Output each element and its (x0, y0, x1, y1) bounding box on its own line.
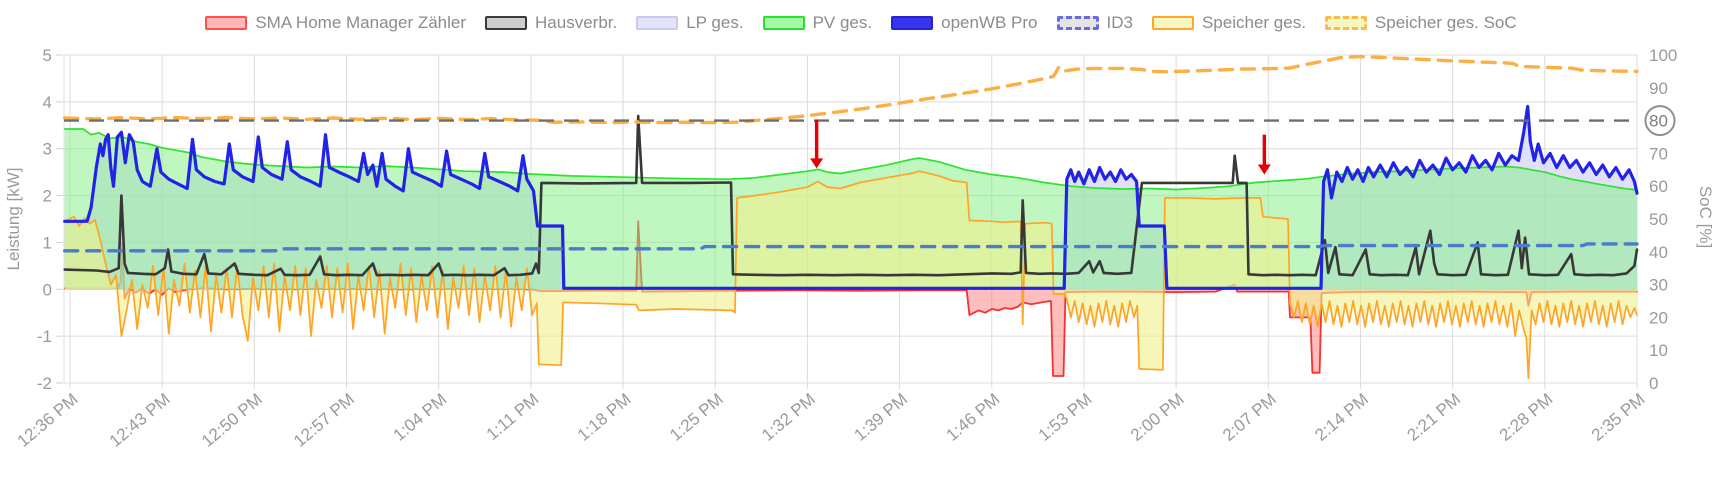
legend-swatch-icon (205, 16, 248, 30)
x-tick-label: 1:04 PM (390, 390, 451, 445)
right-tick-label: 50 (1649, 210, 1668, 229)
right-tick-label: 30 (1649, 276, 1668, 295)
left-tick-label: 4 (43, 93, 52, 112)
right-tick-label: 20 (1649, 308, 1668, 327)
legend-swatch-icon (762, 16, 805, 30)
legend-swatch-icon (1056, 16, 1099, 30)
chart-legend: SMA Home Manager Zähler Hausverbr. LP ges.… (0, 13, 1722, 33)
x-tick-label: 12:57 PM (290, 390, 358, 451)
legend-label: openWB Pro (941, 13, 1038, 32)
series-openwb-pro (63, 104, 1639, 290)
right-tick-label: 80 (1649, 112, 1668, 131)
x-tick-label: 12:36 PM (14, 390, 82, 451)
legend-label: ID3 (1106, 13, 1133, 32)
left-tick-label: 5 (43, 46, 52, 65)
x-tick-label: 1:32 PM (758, 390, 819, 445)
legend-item-sma-home-manager-z-hler[interactable]: SMA Home Manager Zähler (205, 13, 466, 33)
red-arrow-annotation (810, 119, 824, 169)
right-tick-label: 40 (1649, 243, 1668, 262)
left-tick-label: -1 (37, 327, 52, 346)
left-tick-label: 0 (43, 280, 52, 299)
series-hausverbr- (63, 114, 1639, 277)
legend-swatch-icon (636, 16, 679, 30)
legend-item-speicher-ges-soc[interactable]: Speicher ges. SoC (1324, 13, 1517, 33)
x-tick-label: 1:18 PM (574, 390, 635, 445)
x-tick-label: 1:11 PM (483, 390, 543, 444)
series-line (63, 170, 1638, 380)
legend-item-lp-ges-[interactable]: LP ges. (636, 13, 744, 33)
red-arrow-annotation (1257, 134, 1271, 175)
x-tick-label: 2:00 PM (1127, 390, 1188, 445)
right-tick-label: 70 (1649, 144, 1668, 163)
x-tick-label: 2:28 PM (1496, 390, 1557, 445)
legend-label: Speicher ges. (1201, 13, 1306, 32)
series-layer (63, 54, 1639, 380)
legend-label: Hausverbr. (535, 13, 618, 32)
x-tick-label: 12:43 PM (106, 390, 174, 451)
legend-swatch-icon (1151, 16, 1194, 30)
x-tick-label: 1:53 PM (1035, 390, 1096, 445)
x-tick-label: 1:25 PM (666, 390, 727, 445)
arrow-head-icon (810, 158, 824, 169)
legend-label: SMA Home Manager Zähler (255, 13, 467, 32)
series-line (63, 104, 1639, 290)
right-tick-label: 100 (1649, 46, 1677, 65)
left-tick-label: -2 (37, 374, 52, 393)
left-tick-label: 1 (43, 233, 52, 252)
arrow-head-icon (1257, 164, 1271, 175)
series-speicher-ges-soc (63, 54, 1639, 125)
x-tick-label: 1:39 PM (850, 390, 911, 445)
series-line (63, 242, 1639, 253)
legend-item-hausverbr-[interactable]: Hausverbr. (485, 13, 617, 33)
legend-swatch-icon (485, 16, 528, 30)
series-sma-home-manager-z-hler (63, 220, 1638, 377)
legend-item-id3[interactable]: ID3 (1056, 13, 1133, 33)
soc-limit-circle-icon (1644, 105, 1676, 137)
legend-item-speicher-ges-[interactable]: Speicher ges. (1151, 13, 1306, 33)
left-axis-labels: 5 4 3 2 1 0 -1 -2 (37, 46, 63, 393)
right-tick-label: 60 (1649, 177, 1668, 196)
right-tick-label: 10 (1649, 341, 1668, 360)
right-tick-label: 0 (1649, 374, 1658, 393)
left-tick-label: 2 (43, 187, 52, 206)
legend-label: PV ges. (812, 13, 873, 32)
legend-label: LP ges. (686, 13, 744, 32)
legend-item-pv-ges-[interactable]: PV ges. (762, 13, 873, 33)
left-axis-title: Leistung [kW] (4, 168, 23, 271)
x-axis-labels: 12:36 PM 12:43 PM 12:50 PM 12:57 PM 1:04 PM 1… (14, 390, 1649, 451)
x-tick-label: 1:46 PM (943, 390, 1004, 445)
legend-label: Speicher ges. SoC (1374, 13, 1517, 32)
legend-item-openwb-pro[interactable]: openWB Pro (891, 13, 1038, 33)
series-line (63, 114, 1639, 277)
x-tick-label: 2:35 PM (1588, 390, 1649, 445)
x-tick-label: 2:07 PM (1219, 390, 1280, 445)
x-tick-label: 12:50 PM (198, 390, 266, 451)
x-tick-label: 2:21 PM (1403, 390, 1464, 445)
left-tick-label: 3 (43, 140, 52, 159)
right-tick-label: 90 (1649, 79, 1668, 98)
series-id3 (63, 242, 1639, 253)
right-axis-title: SoC [%] (1696, 186, 1715, 248)
series-line (63, 54, 1639, 125)
x-tick-label: 2:14 PM (1311, 390, 1372, 445)
legend-swatch-icon (1324, 16, 1367, 30)
legend-swatch-icon (891, 16, 934, 30)
series-line (63, 220, 1638, 377)
